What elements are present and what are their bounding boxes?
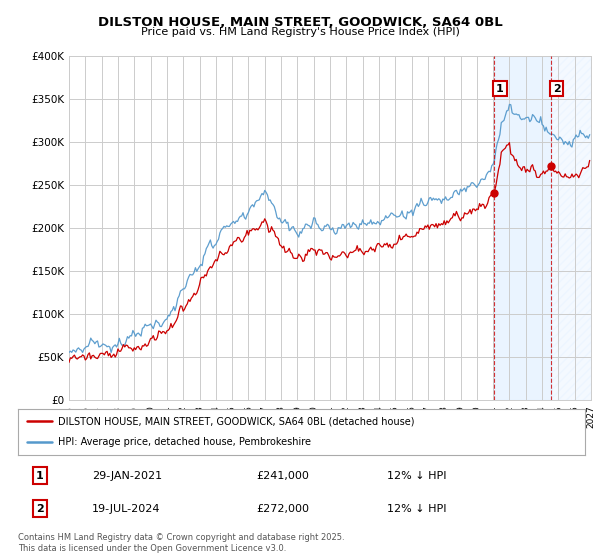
Text: 1: 1: [496, 83, 504, 94]
Text: £272,000: £272,000: [256, 503, 309, 514]
Text: 12% ↓ HPI: 12% ↓ HPI: [386, 503, 446, 514]
Text: Price paid vs. HM Land Registry's House Price Index (HPI): Price paid vs. HM Land Registry's House …: [140, 27, 460, 37]
Text: 2: 2: [553, 83, 560, 94]
Text: 1: 1: [35, 470, 43, 480]
Text: 19-JUL-2024: 19-JUL-2024: [92, 503, 160, 514]
Text: Contains HM Land Registry data © Crown copyright and database right 2025.
This d: Contains HM Land Registry data © Crown c…: [18, 533, 344, 553]
Text: DILSTON HOUSE, MAIN STREET, GOODWICK, SA64 0BL: DILSTON HOUSE, MAIN STREET, GOODWICK, SA…: [98, 16, 502, 29]
Text: £241,000: £241,000: [256, 470, 309, 480]
Text: 2: 2: [35, 503, 43, 514]
Text: HPI: Average price, detached house, Pembrokeshire: HPI: Average price, detached house, Pemb…: [58, 437, 311, 447]
Bar: [494, 56, 551, 400]
Bar: [551, 56, 591, 400]
Text: 29-JAN-2021: 29-JAN-2021: [92, 470, 162, 480]
Text: 12% ↓ HPI: 12% ↓ HPI: [386, 470, 446, 480]
Text: DILSTON HOUSE, MAIN STREET, GOODWICK, SA64 0BL (detached house): DILSTON HOUSE, MAIN STREET, GOODWICK, SA…: [58, 416, 414, 426]
